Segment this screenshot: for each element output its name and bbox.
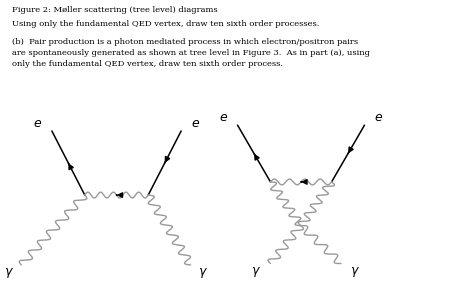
Text: $\gamma$: $\gamma$ [4,266,14,280]
Text: $e$: $e$ [33,116,43,130]
Text: $e$: $e$ [374,111,383,124]
Text: $\gamma$: $\gamma$ [251,265,261,279]
Text: $e$: $e$ [191,116,200,130]
Text: Using only the fundamental QED vertex, draw ten sixth order processes.: Using only the fundamental QED vertex, d… [12,20,319,28]
Text: Figure 2: Møller scattering (tree level) diagrams: Figure 2: Møller scattering (tree level)… [12,6,218,14]
Text: $\gamma$: $\gamma$ [198,266,208,280]
Text: (b)  Pair production is a photon mediated process in which electron/positron pai: (b) Pair production is a photon mediated… [12,38,370,69]
Text: $\gamma$: $\gamma$ [350,265,360,279]
Text: $e$: $e$ [219,111,228,124]
